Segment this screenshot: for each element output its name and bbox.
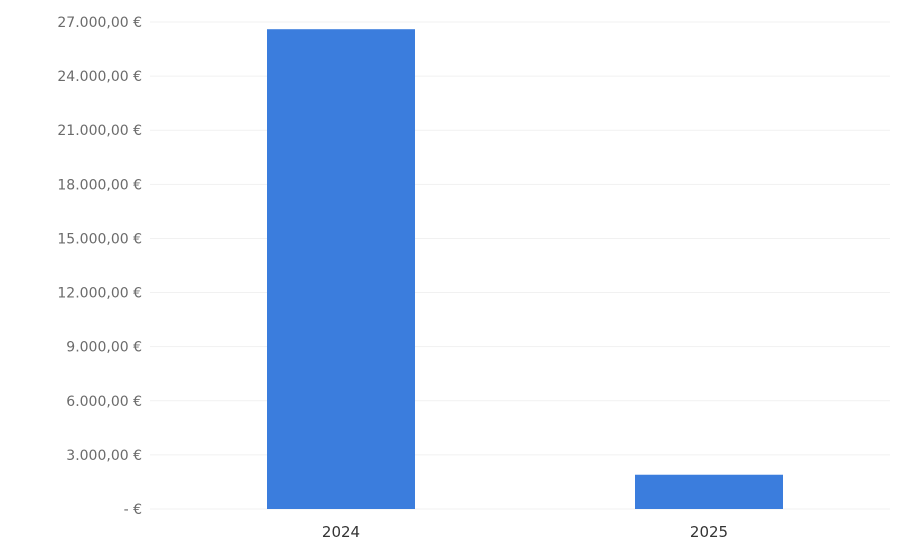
x-axis-category-labels: 2024 2025 bbox=[322, 523, 728, 541]
gridlines bbox=[150, 21, 890, 510]
y-tick-label: 3.000,00 € bbox=[66, 448, 142, 464]
x-category-label: 2025 bbox=[690, 523, 728, 541]
y-tick-label: 12.000,00 € bbox=[57, 286, 142, 302]
bars bbox=[267, 29, 783, 510]
x-category-label: 2024 bbox=[322, 523, 360, 541]
bar-2024 bbox=[267, 29, 415, 510]
y-tick-label: 18.000,00 € bbox=[57, 177, 142, 193]
bar-2025 bbox=[635, 474, 783, 509]
y-tick-label: 21.000,00 € bbox=[57, 123, 142, 139]
y-tick-label: 27.000,00 € bbox=[57, 15, 142, 31]
y-tick-label: - € bbox=[124, 502, 142, 518]
y-tick-label: 15.000,00 € bbox=[57, 231, 142, 247]
y-axis-tick-labels: - € 3.000,00 € 6.000,00 € 9.000,00 € 12.000,… bbox=[57, 15, 142, 518]
y-tick-label: 9.000,00 € bbox=[66, 340, 142, 356]
y-tick-label: 24.000,00 € bbox=[57, 69, 142, 85]
y-tick-label: 6.000,00 € bbox=[66, 394, 142, 410]
